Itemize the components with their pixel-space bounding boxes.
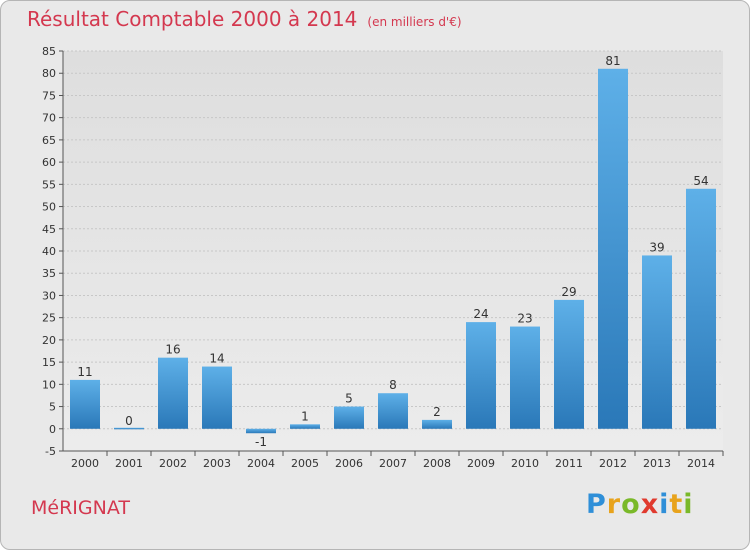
x-tick-label: 2009 bbox=[467, 457, 495, 470]
value-label: 29 bbox=[561, 285, 576, 299]
value-label: 81 bbox=[605, 54, 620, 68]
logo-letter: i bbox=[683, 489, 694, 520]
logo-letter: r bbox=[606, 489, 622, 520]
bar-2009 bbox=[466, 322, 496, 429]
commune-name: MéRIGNAT bbox=[31, 497, 130, 519]
bar-2008 bbox=[422, 419, 452, 429]
value-label: 11 bbox=[77, 365, 92, 379]
logo-letter: o bbox=[621, 489, 641, 520]
y-tick-label: 60 bbox=[42, 156, 56, 169]
y-tick-label: 40 bbox=[42, 245, 56, 258]
value-label: 16 bbox=[165, 343, 180, 357]
value-label: 24 bbox=[473, 307, 488, 321]
x-tick-label: 2008 bbox=[423, 457, 451, 470]
value-label: 1 bbox=[301, 409, 309, 423]
x-tick-label: 2007 bbox=[379, 457, 407, 470]
y-tick-label: 10 bbox=[42, 378, 56, 391]
y-tick-label: 85 bbox=[42, 45, 56, 58]
y-tick-label: 65 bbox=[42, 134, 56, 147]
bars bbox=[70, 68, 716, 434]
value-label: -1 bbox=[255, 435, 267, 449]
bar-2006 bbox=[334, 406, 364, 429]
logo-letter: x bbox=[640, 489, 660, 520]
bar-2004 bbox=[246, 428, 276, 434]
value-label: 39 bbox=[649, 240, 664, 254]
y-tick-label: 5 bbox=[49, 401, 56, 414]
logo-letter: i bbox=[659, 489, 670, 520]
x-tick-label: 2003 bbox=[203, 457, 231, 470]
y-tick-label: 0 bbox=[49, 423, 56, 436]
x-tick-label: 2001 bbox=[115, 457, 143, 470]
logo-letter: P bbox=[586, 489, 607, 520]
value-label: 14 bbox=[209, 352, 224, 366]
y-tick-label: 75 bbox=[42, 89, 56, 102]
bar-2011 bbox=[554, 299, 584, 429]
bar-2012 bbox=[598, 68, 628, 429]
bar-2014 bbox=[686, 188, 716, 429]
x-tick-label: 2004 bbox=[247, 457, 275, 470]
bar-2003 bbox=[202, 366, 232, 429]
y-tick-label: 80 bbox=[42, 67, 56, 80]
chart-title: Résultat Comptable 2000 à 2014 (en millie… bbox=[27, 7, 462, 31]
axes: -505101520253035404550556065707580852000… bbox=[42, 45, 724, 470]
value-label: 23 bbox=[517, 312, 532, 326]
y-tick-label: 15 bbox=[42, 356, 56, 369]
labels: 11 0 16 14 -1 1 5 8 2 24 23 29 81 39 54 bbox=[77, 54, 708, 449]
y-tick-label: -5 bbox=[45, 445, 56, 458]
x-tick-label: 2002 bbox=[159, 457, 187, 470]
title-text: Résultat Comptable 2000 à 2014 bbox=[27, 7, 358, 31]
x-tick-label: 2006 bbox=[335, 457, 363, 470]
x-tick-label: 2012 bbox=[599, 457, 627, 470]
bar-2013 bbox=[642, 255, 672, 429]
y-tick-label: 20 bbox=[42, 334, 56, 347]
x-tick-label: 2000 bbox=[71, 457, 99, 470]
y-tick-label: 35 bbox=[42, 267, 56, 280]
x-tick-label: 2011 bbox=[555, 457, 583, 470]
x-tick-label: 2005 bbox=[291, 457, 319, 470]
value-label: 0 bbox=[125, 414, 133, 428]
bar-2000 bbox=[70, 379, 100, 429]
x-tick-label: 2010 bbox=[511, 457, 539, 470]
y-tick-label: 30 bbox=[42, 289, 56, 302]
value-label: 8 bbox=[389, 378, 397, 392]
x-tick-label: 2013 bbox=[643, 457, 671, 470]
logo-letter: t bbox=[669, 489, 684, 520]
bar-2007 bbox=[378, 393, 408, 429]
bar-2010 bbox=[510, 326, 540, 429]
y-tick-label: 45 bbox=[42, 223, 56, 236]
x-tick-label: 2014 bbox=[687, 457, 715, 470]
value-label: 2 bbox=[433, 405, 441, 419]
proxiti-logo: Proxiti bbox=[586, 489, 694, 520]
y-tick-label: 55 bbox=[42, 178, 56, 191]
y-tick-label: 70 bbox=[42, 112, 56, 125]
y-tick-label: 50 bbox=[42, 201, 56, 214]
bar-2005 bbox=[290, 424, 320, 429]
value-label: 54 bbox=[693, 174, 708, 188]
title-unit: (en milliers d'€) bbox=[367, 15, 462, 29]
bar-2001 bbox=[114, 427, 144, 430]
bar-2002 bbox=[158, 357, 188, 429]
value-label: 5 bbox=[345, 392, 353, 406]
y-tick-label: 25 bbox=[42, 312, 56, 325]
